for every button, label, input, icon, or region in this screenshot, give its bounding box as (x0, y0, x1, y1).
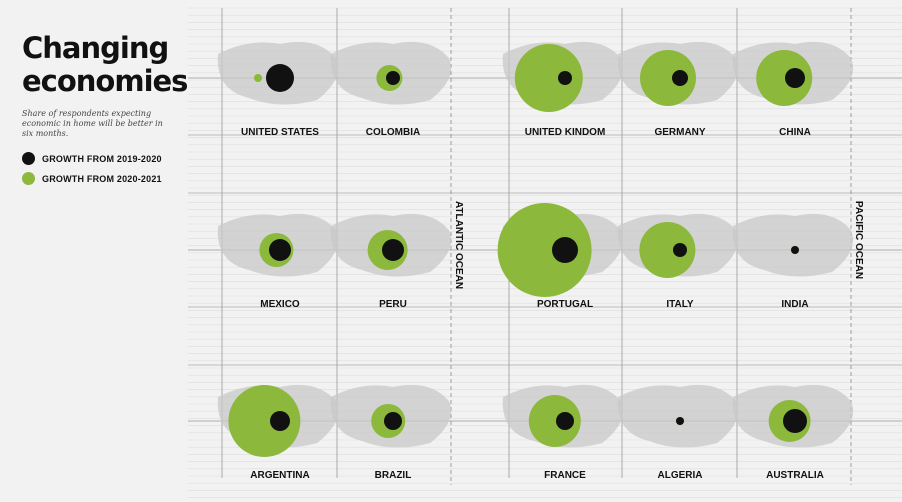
country-group: MEXICO (217, 213, 339, 310)
country-label: COLOMBIA (366, 127, 420, 138)
bubble-2019-2020 (270, 411, 290, 431)
bubble-2019-2020 (552, 237, 578, 263)
country-group: ITALY (617, 213, 739, 310)
bubble-2019-2020 (785, 68, 805, 88)
bubble-2019-2020 (558, 71, 572, 85)
country-group: GERMANY (617, 41, 739, 138)
country-label: ITALY (666, 299, 694, 310)
country-label: ARGENTINA (250, 470, 309, 481)
country-group: PERU (330, 213, 452, 310)
country-group: CHINA (732, 41, 854, 138)
country-group: FRANCE (502, 384, 624, 481)
title-line-1: Changing (22, 31, 169, 65)
bubble-2019-2020 (269, 239, 291, 261)
chart-title: Changing economies (22, 31, 188, 98)
country-label: AUSTRALIA (766, 470, 824, 481)
title-line-2: economies (22, 64, 188, 98)
bubble-2019-2020 (556, 412, 574, 430)
country-label: BRAZIL (375, 470, 412, 481)
legend-swatch-black (22, 152, 35, 165)
country-group: UNITED KINDOM (502, 41, 624, 138)
country-label: CHINA (779, 127, 811, 138)
legend-label-2019-2020: GROWTH FROM 2019-2020 (42, 153, 162, 164)
ocean-label: ATLANTIC OCEAN (453, 201, 464, 289)
country-group: UNITED STATES (217, 41, 339, 138)
legend-label-2020-2021: GROWTH FROM 2020-2021 (42, 173, 162, 184)
country-label: ALGERIA (658, 470, 703, 481)
chart-subtitle: Share of respondents expecting economic … (22, 109, 163, 138)
country-label: UNITED KINDOM (525, 127, 606, 138)
country-label: MEXICO (260, 299, 300, 310)
country-group: INDIA (732, 213, 854, 310)
bubble-2020-2021 (640, 50, 696, 106)
country-label: PORTUGAL (537, 299, 593, 310)
country-label: PERU (379, 299, 407, 310)
country-label: GERMANY (654, 127, 705, 138)
country-label: UNITED STATES (241, 127, 319, 138)
bubble-2020-2021 (514, 44, 583, 112)
bubble-2020-2021 (639, 222, 696, 278)
bubble-2019-2020 (672, 70, 688, 86)
legend: GROWTH FROM 2019-2020 GROWTH FROM 2020-2… (22, 152, 162, 192)
country-map-silhouette (617, 384, 739, 448)
country-group: AUSTRALIA (732, 384, 854, 481)
country-group: ARGENTINA (217, 384, 339, 481)
bubble-2020-2021 (756, 50, 813, 106)
bubble-2020-2021 (528, 395, 581, 447)
country-label: INDIA (781, 299, 808, 310)
bubble-2020-2021 (497, 203, 592, 297)
country-group: BRAZIL (330, 384, 452, 481)
bubble-2019-2020 (673, 243, 687, 257)
country-label: FRANCE (544, 470, 586, 481)
bubble-2019-2020 (386, 71, 400, 85)
bubble-2019-2020 (384, 412, 402, 430)
legend-item-2019-2020: GROWTH FROM 2019-2020 (22, 152, 162, 165)
country-map-silhouette (732, 213, 854, 277)
legend-swatch-green (22, 172, 35, 185)
ocean-label: PACIFIC OCEAN (853, 201, 864, 279)
bubble-2019-2020 (791, 246, 799, 254)
bubble-2019-2020 (676, 417, 684, 425)
bubble-2020-2021 (228, 385, 301, 457)
bubble-2019-2020 (783, 409, 807, 433)
legend-item-2020-2021: GROWTH FROM 2020-2021 (22, 172, 162, 185)
bubble-2020-2021 (254, 74, 262, 82)
country-group: PORTUGAL (497, 203, 624, 310)
country-group: COLOMBIA (330, 41, 452, 138)
country-group: ALGERIA (617, 384, 739, 481)
bubble-2019-2020 (382, 239, 404, 261)
bubble-2019-2020 (266, 64, 294, 92)
